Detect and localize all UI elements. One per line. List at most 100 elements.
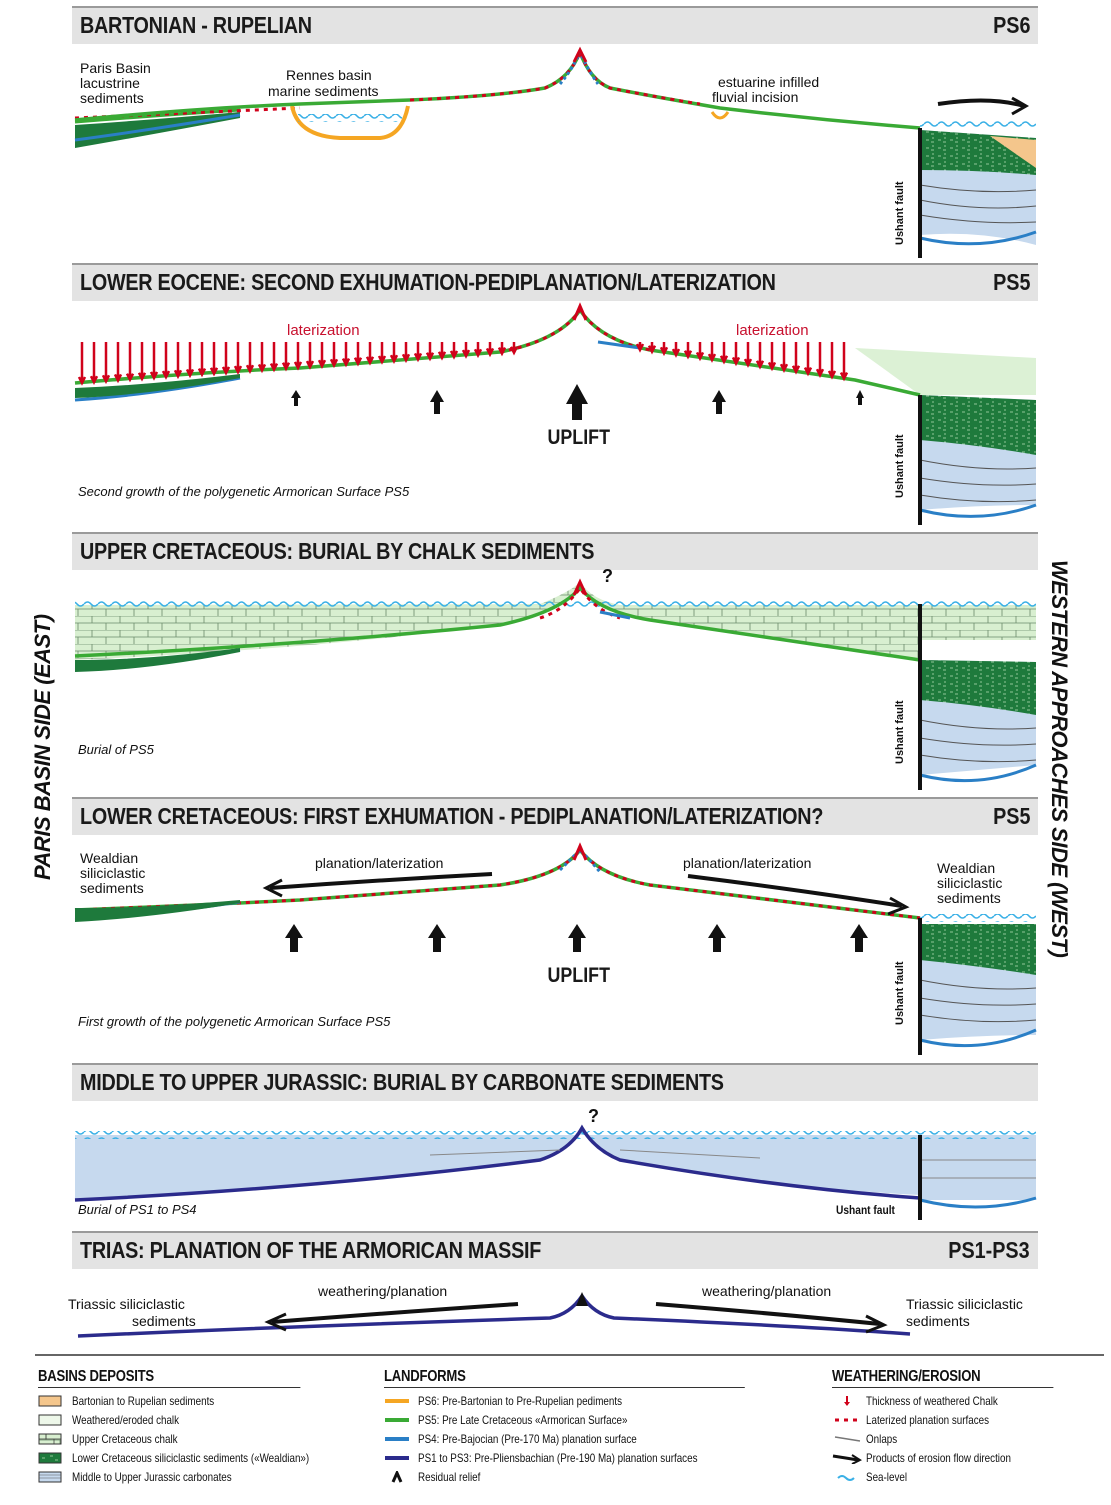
laterization-tick	[257, 342, 267, 374]
triassic-left-line1: Triassic siliciclastic	[68, 1296, 185, 1312]
uplift-label: UPLIFT	[547, 426, 610, 449]
western-approaches-side-label: WESTERN APPROACHES SIDE (WEST)	[1047, 560, 1072, 958]
laterization-tick	[497, 342, 507, 357]
legend-item: PS6: Pre-Bartonian to Pre-Rupelian pedim…	[384, 1392, 824, 1411]
first-growth-caption: First growth of the polygenetic Armorica…	[78, 1014, 391, 1029]
legend-weathering-erosion: WEATHERING/EROSION Thickness of weathere…	[832, 1368, 1102, 1487]
laterization-tick	[413, 342, 423, 363]
laterization-tick	[161, 342, 171, 380]
laterization-tick	[695, 342, 705, 362]
legend-item: Sea-level	[832, 1468, 1102, 1487]
panel-code: PS5	[992, 269, 1030, 295]
legend-item: Onlaps	[832, 1430, 1102, 1449]
panel-upper-cretaceous-section	[74, 578, 1037, 790]
laterization-tick	[149, 342, 159, 381]
legend-item-label: Laterized planation surfaces	[866, 1413, 990, 1427]
question-mark: ?	[602, 566, 613, 586]
sea-level-icon	[837, 1475, 855, 1481]
panel-title: MIDDLE TO UPPER JURASSIC: BURIAL BY CARB…	[80, 1069, 724, 1095]
panel-header-upper-cretaceous: UPPER CRETACEOUS: BURIAL BY CHALK SEDIME…	[72, 532, 1038, 570]
legend-item-label: Middle to Upper Jurassic carbonates	[72, 1470, 232, 1484]
laterization-tick	[707, 342, 717, 363]
panel-title: TRIAS: PLANATION OF THE ARMORICAN MASSIF	[80, 1237, 542, 1263]
estuarine-label-line2: fluvial incision	[712, 89, 799, 105]
legend-item-label: PS6: Pre-Bartonian to Pre-Rupelian pedim…	[418, 1394, 623, 1408]
wealdian-right-line1: Wealdian	[937, 860, 996, 876]
residual-relief-icon	[391, 1471, 403, 1483]
legend-item: Residual relief	[384, 1468, 824, 1487]
laterization-tick	[89, 342, 99, 385]
panel-code: PS1-PS3	[948, 1237, 1030, 1263]
question-mark: ?	[588, 1106, 599, 1126]
wealdian-right-line2: siliciclastic	[937, 875, 1003, 891]
laterization-tick	[305, 342, 315, 370]
legend-item: PS5: Pre Late Cretaceous «Armorican Surf…	[384, 1411, 824, 1430]
laterization-tick	[401, 342, 411, 364]
laterization-label-left: laterization	[287, 322, 360, 339]
legend-item-label: Lower Cretaceous siliciclastic sediments…	[72, 1451, 310, 1465]
legend-item: Thickness of weathered Chalk	[832, 1392, 1102, 1411]
burial-ps5-caption: Burial of PS5	[78, 742, 154, 757]
legend-title: WEATHERING/EROSION	[832, 1368, 1054, 1388]
legend-item-label: Residual relief	[418, 1470, 481, 1484]
triassic-right-line1: Triassic siliciclastic	[906, 1296, 1023, 1312]
panel-trias-section	[77, 1292, 911, 1338]
wealdian-left-line1: Wealdian	[80, 850, 139, 866]
laterization-tick	[731, 342, 741, 367]
laterization-tick	[767, 342, 777, 372]
panel-jurassic-section	[74, 1124, 1037, 1220]
triassic-left-line2: sediments	[132, 1313, 196, 1329]
cross-section-diagram	[35, 46, 1104, 1356]
laterization-tick	[827, 342, 837, 380]
ushant-fault-label: Ushant fault	[894, 700, 906, 764]
laterization-tick	[791, 342, 801, 375]
panel-code: PS6	[992, 12, 1030, 38]
laterization-tick	[233, 342, 243, 375]
laterization-tick	[329, 342, 339, 369]
panel-lower-eocene-section	[74, 302, 1037, 525]
legend-title: LANDFORMS	[384, 1368, 745, 1388]
paris-basin-label-line3: sediments	[80, 90, 144, 106]
estuarine-label-line1: estuarine infilled	[718, 74, 820, 90]
laterization-tick	[197, 342, 207, 378]
ushant-fault-label: Ushant fault	[894, 961, 906, 1025]
paris-basin-label-line1: Paris Basin	[80, 60, 151, 76]
legend-item: Laterized planation surfaces	[832, 1411, 1102, 1430]
onlaps-icon	[834, 1436, 861, 1442]
laterization-tick	[281, 342, 291, 372]
panel-header-lower-cretaceous: LOWER CRETACEOUS: FIRST EXHUMATION - PED…	[72, 797, 1038, 835]
laterization-tick	[341, 342, 351, 368]
laterization-tick	[425, 342, 435, 362]
laterization-tick	[659, 342, 669, 357]
laterization-tick	[437, 342, 447, 361]
laterization-tick	[245, 342, 255, 375]
ushant-fault-label: Ushant fault	[894, 434, 906, 498]
wealdian-right-line3: sediments	[937, 890, 1001, 906]
laterization-tick	[461, 342, 471, 359]
laterization-tick	[137, 342, 147, 382]
legend-item-label: Upper Cretaceous chalk	[72, 1432, 178, 1446]
laterization-tick	[173, 342, 183, 380]
legend-item: PS4: Pre-Bajocian (Pre-170 Ma) planation…	[384, 1430, 824, 1449]
legend-title: BASINS DEPOSITS	[38, 1368, 301, 1388]
legend-item: Upper Cretaceous chalk	[38, 1430, 358, 1449]
ushant-fault-label: Ushant fault	[836, 1203, 895, 1217]
panel-header-lower-eocene: LOWER EOCENE: SECOND EXHUMATION-PEDIPLAN…	[72, 263, 1038, 301]
laterization-tick	[509, 342, 519, 356]
laterization-tick	[221, 342, 231, 376]
legend-item: Bartonian to Rupelian sediments	[38, 1392, 358, 1411]
legend-item-label: Weathered/eroded chalk	[72, 1413, 180, 1427]
laterization-tick	[185, 342, 195, 379]
laterization-tick	[671, 342, 681, 358]
uplift-label: UPLIFT	[547, 964, 610, 987]
legend-item: Products of erosion flow direction	[832, 1449, 1102, 1468]
panel-header-trias: TRIAS: PLANATION OF THE ARMORICAN MASSIF…	[72, 1231, 1038, 1269]
laterization-tick	[449, 342, 459, 360]
laterization-tick	[743, 342, 753, 368]
weathering-label-left: weathering/planation	[318, 1283, 448, 1299]
laterization-tick	[269, 342, 279, 373]
legend-item: Middle to Upper Jurassic carbonates	[38, 1468, 358, 1487]
laterization-tick	[473, 342, 483, 359]
panel-ps6-section	[74, 46, 1037, 258]
panel-lower-cretaceous-section	[74, 842, 1037, 1055]
